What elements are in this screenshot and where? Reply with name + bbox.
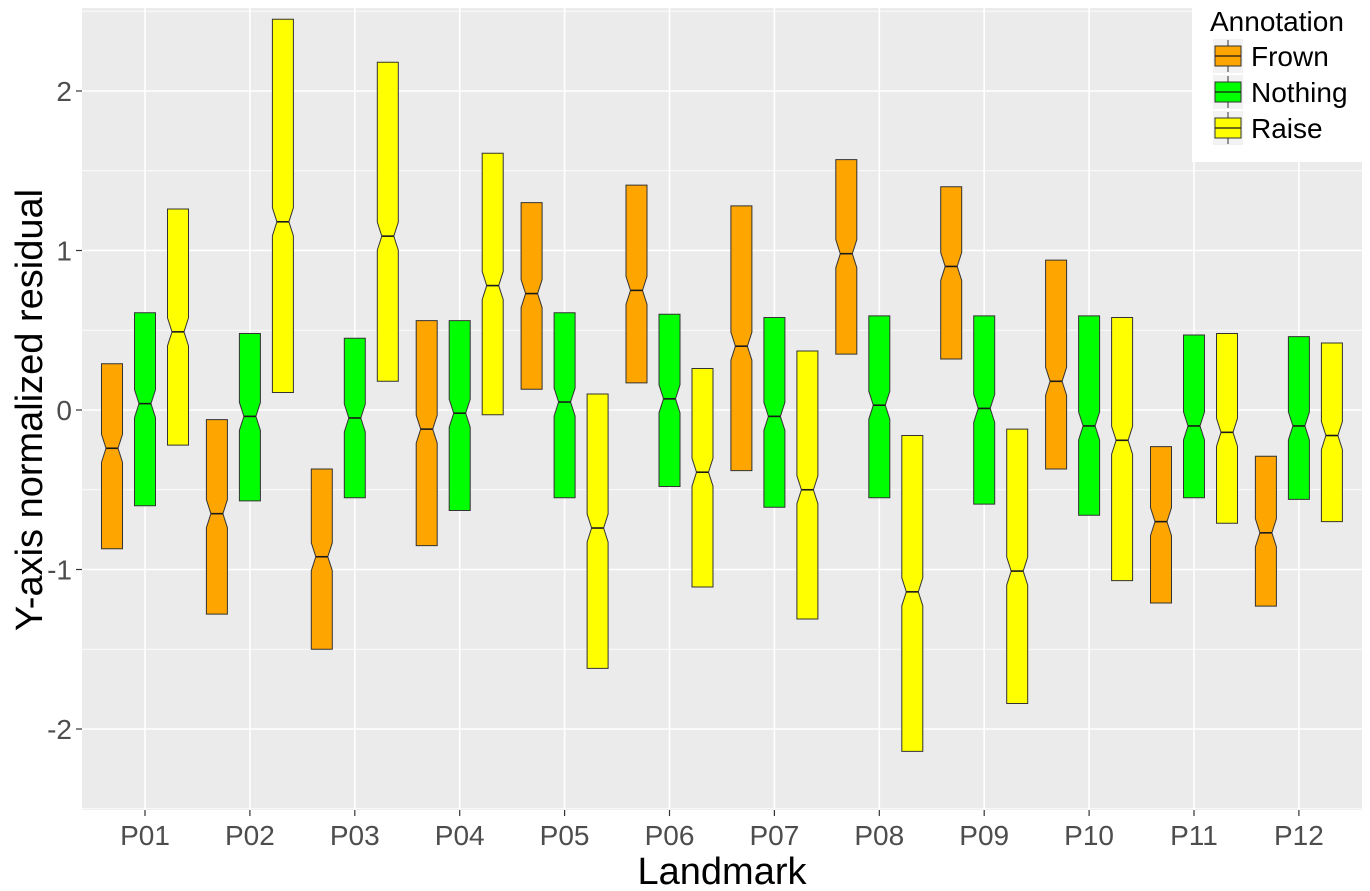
box-raise-p04 — [481, 152, 504, 416]
x-tick-label: P08 — [854, 820, 904, 851]
y-axis-ticks: -2 -1 0 1 2 — [47, 76, 82, 745]
box-raise-p12 — [1320, 342, 1343, 523]
box-frown-p04 — [415, 320, 438, 547]
box-frown-p09 — [940, 186, 963, 360]
y-tick-label: 1 — [56, 236, 72, 267]
x-tick-label: P04 — [435, 820, 485, 851]
box-raise-p09 — [1006, 428, 1029, 704]
box-frown-p01 — [101, 363, 123, 550]
box-raise-p07 — [796, 350, 819, 620]
x-tick-label: P12 — [1274, 820, 1324, 851]
plot-panel — [82, 8, 1362, 810]
box-nothing-p05 — [553, 312, 576, 499]
x-tick-label: P10 — [1064, 820, 1114, 851]
x-tick-label: P05 — [540, 820, 590, 851]
box-nothing-p07 — [763, 316, 786, 508]
box-raise-p01 — [167, 208, 189, 446]
box-raise-p06 — [691, 368, 714, 588]
box-nothing-p10 — [1078, 315, 1101, 516]
box-raise-p08 — [901, 435, 924, 752]
box-nothing-p04 — [448, 320, 471, 511]
x-tick-label: P07 — [749, 820, 799, 851]
x-tick-label: P02 — [225, 820, 275, 851]
x-tick-label: P01 — [120, 820, 170, 851]
box-raise-p03 — [376, 61, 399, 382]
x-axis-ticks: P01 P02 P03 P04 P05 P06 P07 P08 P09 P10 P11 P12 — [120, 810, 1324, 851]
box-frown-p10 — [1045, 259, 1068, 470]
box-frown-p08 — [835, 159, 858, 355]
x-tick-label: P03 — [330, 820, 380, 851]
box-frown-p07 — [730, 205, 753, 472]
legend-label-raise: Raise — [1251, 113, 1323, 144]
boxes-layer — [101, 18, 1343, 752]
legend-label-nothing: Nothing — [1251, 77, 1348, 108]
x-tick-label: P11 — [1170, 820, 1218, 851]
x-tick-label: P09 — [959, 820, 1009, 851]
box-nothing-p09 — [973, 315, 996, 505]
box-frown-p12 — [1254, 455, 1277, 607]
box-nothing-p08 — [868, 315, 891, 499]
legend-label-frown: Frown — [1251, 41, 1329, 72]
box-raise-p11 — [1216, 332, 1238, 524]
x-tick-label: P06 — [645, 820, 695, 851]
y-tick-label: 2 — [56, 76, 72, 107]
box-nothing-p06 — [658, 313, 681, 488]
box-nothing-p11 — [1183, 334, 1205, 499]
box-frown-p11 — [1150, 446, 1172, 604]
box-raise-p05 — [586, 393, 609, 669]
y-tick-label: -1 — [47, 555, 72, 586]
box-frown-p06 — [625, 184, 648, 384]
y-tick-label: 0 — [56, 395, 72, 426]
box-nothing-p01 — [134, 312, 156, 507]
legend: Annotation Frown Nothing Raise — [1192, 0, 1362, 162]
x-axis-title: Landmark — [638, 851, 808, 891]
y-tick-label: -2 — [47, 714, 72, 745]
box-raise-p10 — [1111, 316, 1134, 582]
box-frown-p03 — [310, 468, 333, 650]
box-frown-p05 — [520, 202, 543, 390]
box-nothing-p12 — [1287, 336, 1310, 500]
box-raise-p02 — [271, 18, 294, 393]
box-frown-p02 — [205, 419, 228, 615]
legend-title: Annotation — [1210, 6, 1344, 37]
y-axis-title: Y-axis normalized residual — [9, 189, 51, 631]
